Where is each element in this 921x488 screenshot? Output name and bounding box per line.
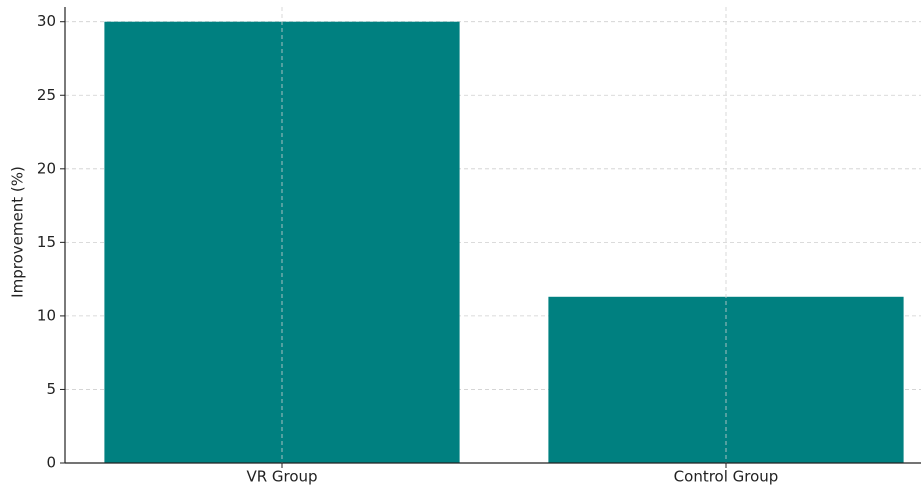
y-tick-label: 10 xyxy=(37,306,56,324)
x-tick-label: VR Group xyxy=(246,468,317,486)
y-tick-label: 15 xyxy=(37,233,56,251)
y-tick-label: 5 xyxy=(46,380,56,398)
y-tick-label: 25 xyxy=(37,86,56,104)
x-tick-label: Control Group xyxy=(674,468,779,486)
y-tick-label: 30 xyxy=(37,12,56,30)
y-axis-label: Improvement (%) xyxy=(9,166,27,298)
y-tick-label: 20 xyxy=(37,159,56,177)
y-tick-label: 0 xyxy=(46,454,56,472)
bar xyxy=(104,21,460,463)
